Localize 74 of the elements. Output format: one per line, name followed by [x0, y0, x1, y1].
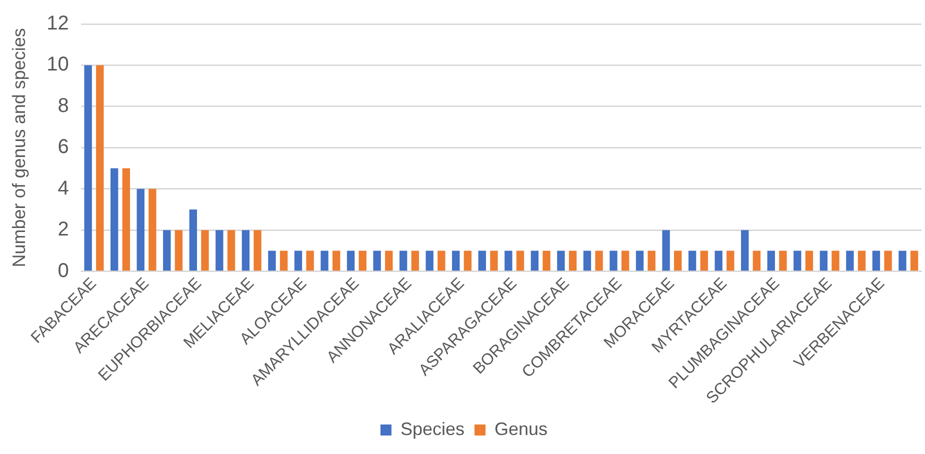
bar: [884, 250, 892, 271]
bar: [136, 188, 144, 271]
bar: [426, 250, 434, 271]
y-axis-title: Number of genus and species: [8, 28, 29, 268]
bar: [411, 250, 419, 271]
bar: [306, 250, 314, 271]
y-tick-label: 0: [58, 260, 69, 282]
bar: [110, 168, 118, 271]
bar: [542, 250, 550, 271]
bar: [242, 230, 250, 271]
bar: [294, 250, 302, 271]
bar: [872, 250, 880, 271]
bar: [148, 188, 156, 271]
bar: [767, 250, 775, 271]
bar: [490, 250, 498, 271]
bar: [373, 250, 381, 271]
y-tick-label: 2: [58, 218, 69, 241]
bar: [779, 250, 787, 271]
bar: [227, 230, 236, 271]
bar: [568, 250, 577, 271]
y-tick-label: 12: [46, 12, 69, 35]
bar: [621, 250, 630, 271]
bar: [163, 230, 171, 271]
bar: [438, 250, 446, 271]
bar: [516, 250, 524, 271]
bar: [898, 250, 906, 271]
legend-label: Species: [400, 418, 465, 439]
bar: [268, 250, 276, 271]
bar: [794, 250, 802, 271]
bar: [320, 250, 328, 271]
bar: [726, 250, 734, 271]
y-tick-label: 10: [46, 54, 69, 76]
bar: [846, 250, 854, 271]
bar: [832, 250, 840, 271]
bar: [636, 250, 644, 271]
y-tick-label: 6: [58, 136, 69, 158]
bar: [201, 230, 209, 271]
bar: [122, 168, 130, 271]
bar: [674, 250, 682, 271]
bar: [530, 250, 539, 271]
bar: [358, 250, 366, 271]
bar: [741, 230, 749, 271]
y-tick-label: 4: [58, 177, 69, 200]
bar: [189, 210, 197, 271]
bar: [96, 65, 104, 271]
bar: [280, 250, 288, 271]
bar: [557, 250, 565, 271]
bar: [752, 250, 761, 271]
bar: [346, 250, 355, 271]
bar: [504, 250, 512, 271]
bar: [662, 230, 670, 271]
bar: [478, 250, 486, 271]
bar: [385, 250, 393, 271]
bar: [583, 250, 592, 271]
bar: [595, 250, 603, 271]
bar: [464, 250, 472, 271]
bar: [610, 250, 618, 271]
bar: [700, 250, 708, 271]
bar: [254, 230, 262, 271]
bar: [910, 250, 918, 271]
y-tick-label: 8: [58, 94, 69, 117]
bar: [648, 250, 656, 271]
bar: [714, 250, 722, 271]
bar: [805, 250, 814, 271]
bar: [399, 250, 408, 271]
bar: [688, 250, 696, 271]
legend-label: Genus: [494, 418, 548, 439]
bar: [174, 230, 183, 271]
bar: [332, 250, 340, 271]
bar: [820, 250, 828, 271]
bar: [216, 230, 224, 271]
bar: [84, 65, 92, 271]
bar: [452, 250, 460, 271]
bar: [858, 250, 866, 271]
